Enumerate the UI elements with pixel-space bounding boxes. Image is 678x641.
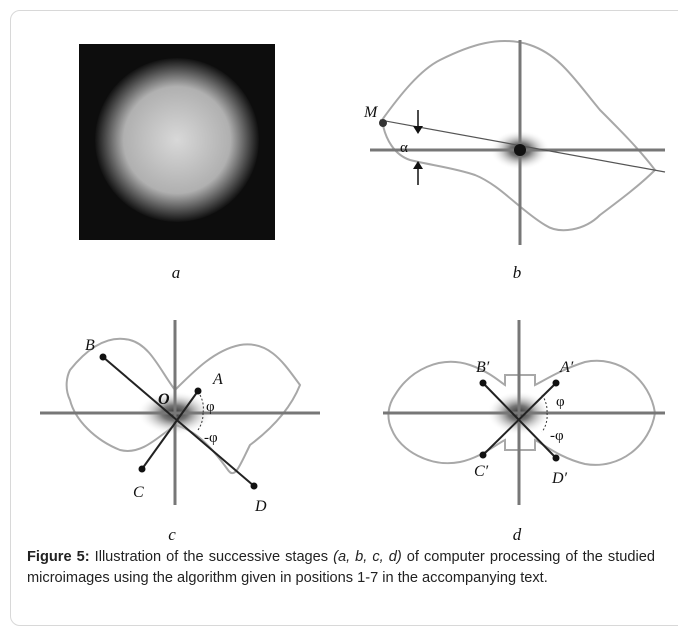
caption-italic: (a, b, c, d): [333, 549, 402, 565]
caption-text: Illustration of the successive stages: [95, 549, 328, 565]
point: [139, 466, 146, 473]
point: [553, 455, 560, 462]
panel-d: [383, 320, 665, 505]
panel-label: d: [513, 525, 522, 544]
panel-label: a: [172, 263, 181, 282]
point: [379, 119, 387, 127]
point: [553, 380, 560, 387]
angle-label: -φ: [550, 428, 564, 444]
point-label: A′: [559, 359, 574, 376]
angle-label: α: [400, 140, 408, 156]
point: [480, 380, 487, 387]
point: [100, 354, 107, 361]
point-label: C: [133, 484, 144, 501]
point-label: C′: [474, 463, 489, 480]
point-label: M: [363, 104, 379, 121]
point-label: O: [158, 391, 170, 408]
bright-spot: [95, 58, 259, 222]
panel-b: [370, 40, 665, 245]
panel-label: b: [513, 263, 522, 282]
arrow-head: [413, 126, 423, 134]
point-label: B′: [476, 359, 490, 376]
panel-a: [79, 44, 275, 240]
segment: [103, 357, 254, 486]
figure: a b c d M α B A O φ -φ C D B′ A′ C′ D′ φ…: [0, 0, 678, 641]
caption-label: Figure 5:: [27, 549, 90, 565]
point: [480, 452, 487, 459]
point-label: D′: [551, 470, 568, 487]
angle-label: φ: [556, 394, 565, 410]
angle-label: -φ: [204, 430, 218, 446]
point-label: A: [212, 371, 223, 388]
point: [251, 483, 258, 490]
point: [195, 388, 202, 395]
angle-label: φ: [206, 399, 215, 415]
center: [514, 144, 526, 156]
point-label: B: [85, 337, 95, 354]
panel-label: c: [168, 525, 176, 544]
figure-caption: Figure 5: Illustration of the successive…: [27, 547, 655, 588]
panel-c: [40, 320, 320, 505]
point-label: D: [254, 498, 267, 515]
